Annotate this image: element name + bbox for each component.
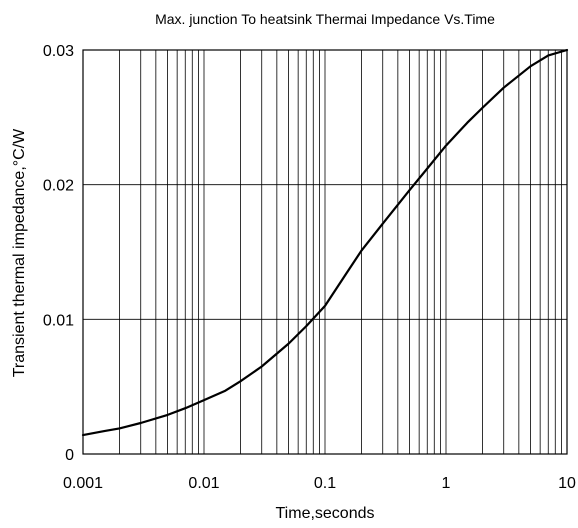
- x-tick-label: 1: [442, 475, 451, 492]
- y-axis-title: Transient thermal impedance,°C/W: [11, 128, 28, 377]
- series-layer: [81, 48, 569, 437]
- x-tick-label: 0.1: [314, 475, 336, 492]
- x-axis-title: Time,seconds: [276, 505, 375, 522]
- y-tick-label: 0.02: [43, 178, 74, 195]
- x-tick-label: 0.01: [188, 475, 219, 492]
- y-tick-labels: 0 0.01 0.02 0.03: [43, 43, 74, 464]
- chart-title: Max. junction To heatsink Thermai Impeda…: [155, 11, 495, 27]
- x-tick-label: 10: [558, 475, 576, 492]
- x-tick-labels: 0.001 0.01 0.1 1 10: [63, 475, 576, 492]
- grid-lines: [82, 49, 567, 455]
- plot-frame: [82, 49, 568, 455]
- y-tick-label: 0.01: [43, 312, 74, 329]
- x-tick-label: 0.001: [63, 475, 103, 492]
- y-tick-label: 0: [65, 447, 74, 464]
- impedance-curve: [81, 48, 569, 437]
- y-tick-label: 0.03: [43, 43, 74, 60]
